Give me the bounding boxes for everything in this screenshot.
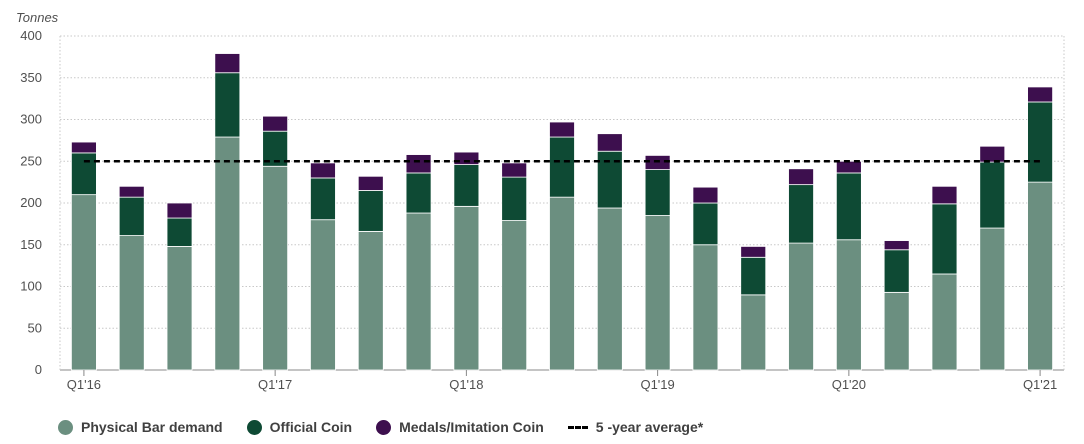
legend-item-medals: Medals/Imitation Coin	[376, 419, 544, 435]
legend-label-official-coin: Official Coin	[269, 419, 353, 435]
bar-segment-official-coin	[405, 172, 432, 214]
bar-segment-medals-imitation-coin	[71, 141, 97, 154]
bar-segment-official-coin	[501, 176, 528, 221]
bar-segment-medals-imitation-coin	[835, 160, 862, 174]
bar-segment-physical-bar	[501, 220, 528, 371]
x-tick-label: Q1'17	[258, 377, 292, 392]
bar-segment-official-coin	[549, 136, 575, 198]
bar-segment-official-coin	[596, 150, 623, 209]
bar-segment-physical-bar	[453, 205, 480, 371]
legend-swatch-average	[567, 425, 588, 429]
y-tick-label: 350	[20, 70, 42, 85]
legend: Physical Bar demand Official Coin Medals…	[58, 414, 703, 440]
bar-segment-physical-bar	[549, 196, 575, 371]
y-tick-label: 250	[20, 153, 42, 168]
bar-segment-physical-bar	[931, 273, 958, 371]
legend-swatch-medals	[376, 419, 392, 435]
bar-segment-official-coin	[310, 177, 336, 221]
legend-swatch-physical-bar	[58, 419, 73, 435]
bar-segment-medals-imitation-coin	[118, 185, 145, 198]
legend-item-physical-bar: Physical Bar demand	[58, 419, 223, 435]
bar-segment-medals-imitation-coin	[692, 186, 719, 204]
bar-segment-physical-bar	[596, 207, 623, 371]
bar-segment-official-coin	[118, 196, 145, 236]
bar-segment-medals-imitation-coin	[453, 151, 480, 165]
y-axis-ticks: 0 50 100 150 200 250 300 350 400	[20, 28, 42, 377]
y-tick-label: 150	[20, 237, 42, 252]
bar-segment-official-coin	[166, 217, 193, 247]
y-axis-unit-label: Tonnes	[16, 10, 59, 25]
bar-segment-official-coin	[214, 72, 241, 138]
bar-segment-medals-imitation-coin	[166, 202, 193, 219]
bar-segment-physical-bar	[166, 246, 193, 371]
y-tick-label: 100	[20, 279, 42, 294]
bar-segment-medals-imitation-coin	[979, 145, 1006, 163]
y-tick-label: 50	[28, 320, 42, 335]
bar-segment-medals-imitation-coin	[501, 162, 528, 178]
bar-segment-official-coin	[740, 256, 767, 296]
legend-swatch-official-coin	[246, 419, 262, 435]
bar-segment-official-coin	[644, 169, 671, 216]
bar-segment-physical-bar	[979, 227, 1006, 371]
bar-segment-official-coin	[931, 203, 958, 275]
legend-label-average: 5 -year average*	[595, 419, 704, 435]
bars	[71, 53, 1053, 371]
bar-segment-physical-bar	[835, 239, 862, 371]
bar-segment-physical-bar	[883, 291, 910, 371]
bar-segment-physical-bar	[310, 219, 336, 371]
bar-segment-physical-bar	[788, 242, 814, 371]
bar-segment-official-coin	[835, 172, 862, 241]
bar-segment-physical-bar	[262, 165, 289, 371]
bar-segment-official-coin	[692, 202, 719, 246]
y-tick-label: 300	[20, 112, 42, 127]
bar-segment-physical-bar	[740, 294, 767, 371]
bar-segment-medals-imitation-coin	[740, 246, 767, 258]
bar-segment-physical-bar	[71, 194, 97, 371]
bar-segment-physical-bar	[1027, 181, 1053, 371]
legend-item-official-coin: Official Coin	[246, 419, 353, 435]
bar-segment-medals-imitation-coin	[549, 121, 575, 138]
y-tick-label: 0	[35, 362, 42, 377]
bar-segment-physical-bar	[118, 235, 145, 371]
bar-segment-medals-imitation-coin	[596, 133, 623, 152]
x-tick-label: Q1'20	[832, 377, 866, 392]
x-tick-label: Q1'19	[640, 377, 674, 392]
bar-segment-physical-bar	[214, 136, 241, 371]
bar-segment-medals-imitation-coin	[357, 175, 384, 191]
bar-segment-physical-bar	[644, 215, 671, 371]
bar-segment-medals-imitation-coin	[931, 185, 958, 205]
bar-segment-official-coin	[788, 184, 814, 244]
bar-segment-physical-bar	[405, 212, 432, 371]
bar-segment-official-coin	[883, 249, 910, 293]
y-tick-label: 400	[20, 28, 42, 43]
bar-segment-official-coin	[453, 164, 480, 207]
bar-segment-official-coin	[1027, 101, 1053, 183]
bar-segment-medals-imitation-coin	[405, 154, 432, 174]
bar-segment-medals-imitation-coin	[883, 240, 910, 251]
x-tick-label: Q1'21	[1023, 377, 1057, 392]
x-axis-ticks: Q1'16 Q1'17 Q1'18 Q1'19 Q1'20 Q1'21	[67, 370, 1057, 392]
bar-segment-medals-imitation-coin	[788, 168, 814, 186]
x-tick-label: Q1'16	[67, 377, 101, 392]
bar-segment-medals-imitation-coin	[1027, 86, 1053, 103]
y-tick-label: 200	[20, 195, 42, 210]
x-tick-label: Q1'18	[449, 377, 483, 392]
legend-label-medals: Medals/Imitation Coin	[399, 419, 544, 435]
legend-item-average: 5 -year average*	[567, 419, 704, 435]
bar-segment-official-coin	[71, 152, 97, 196]
bar-segment-official-coin	[357, 190, 384, 232]
bar-segment-official-coin	[979, 161, 1006, 229]
bar-segment-medals-imitation-coin	[310, 162, 336, 179]
bar-segment-physical-bar	[692, 244, 719, 371]
legend-label-physical-bar: Physical Bar demand	[81, 419, 223, 435]
bar-segment-medals-imitation-coin	[214, 53, 241, 74]
bar-segment-medals-imitation-coin	[644, 155, 671, 170]
bar-segment-medals-imitation-coin	[262, 115, 289, 132]
bar-segment-physical-bar	[357, 230, 384, 371]
